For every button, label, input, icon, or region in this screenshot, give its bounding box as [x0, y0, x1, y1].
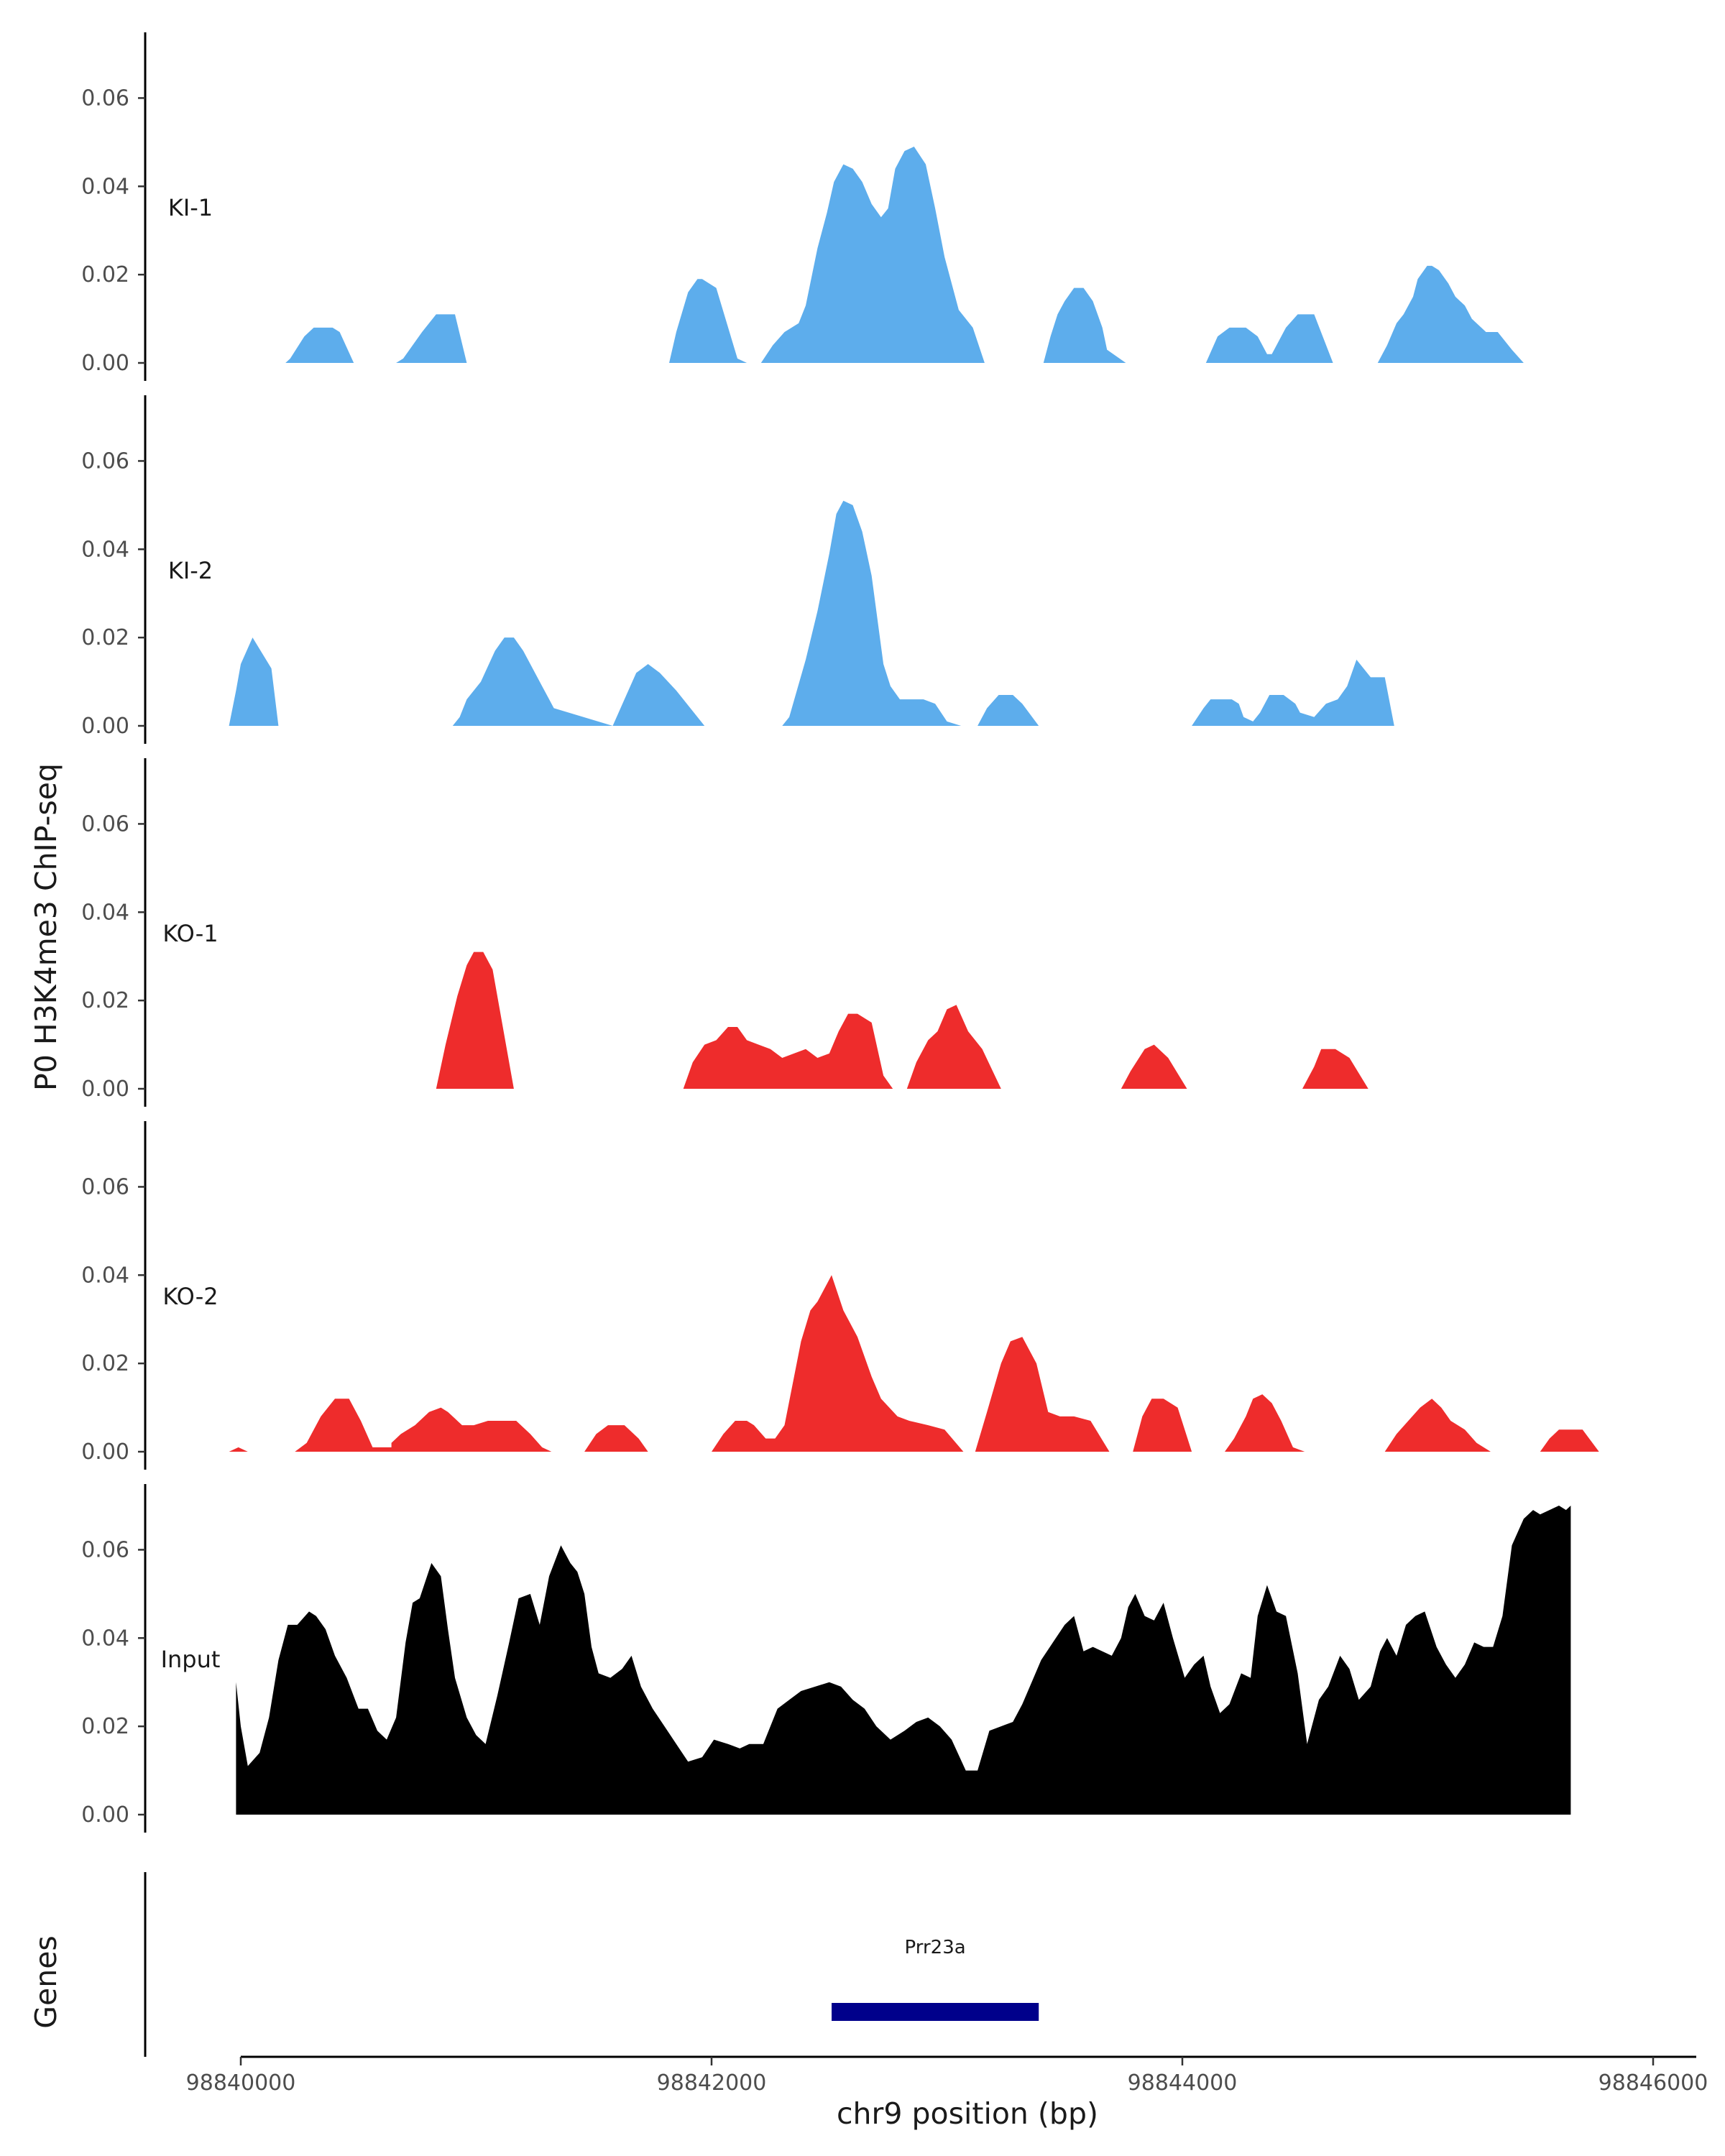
y-tick-label: 0.06: [81, 1537, 129, 1562]
y-tick-label: 0.02: [81, 1351, 129, 1376]
track-label: Input: [161, 1646, 221, 1673]
y-tick-label: 0.06: [81, 811, 129, 837]
track-panels: 0.00 0.02 0.04 0.06 KI-1 0.00 0.02 0.04 0.06 KI-2…: [81, 32, 1599, 1833]
y-tick-label: 0.06: [81, 1174, 129, 1199]
track-ko-1: 0.00 0.02 0.04 0.06 KO-1: [81, 758, 1368, 1107]
track-label: KI-1: [168, 194, 213, 221]
x-tick-label: 98840000: [186, 2070, 296, 2096]
track-label: KO-1: [162, 920, 218, 947]
track-label: KO-2: [162, 1283, 218, 1310]
gene-panel: Prr23a: [144, 1872, 1039, 2057]
x-axis-title: chr9 position (bp): [837, 2096, 1098, 2131]
y-axis-title: P0 H3K4me3 ChIP-seq: [29, 763, 63, 1091]
track-ko-2: 0.00 0.02 0.04 0.06 KO-2: [81, 1121, 1599, 1470]
y-tick-label: 0.00: [81, 351, 129, 376]
gene-body-prr23a: [832, 2003, 1039, 2021]
y-tick-label: 0.00: [81, 1077, 129, 1102]
y-tick-label: 0.06: [81, 448, 129, 474]
gene-label: Prr23a: [905, 1937, 966, 1958]
y-tick-label: 0.00: [81, 1439, 129, 1465]
y-tick-label: 0.04: [81, 1263, 129, 1288]
track-ki-2: 0.00 0.02 0.04 0.06 KI-2: [81, 395, 1394, 744]
track-area-ko-2: [229, 1275, 1599, 1452]
y-tick-label: 0.02: [81, 1714, 129, 1739]
y-tick-label: 0.04: [81, 900, 129, 925]
y-tick-label: 0.02: [81, 625, 129, 650]
y-tick-label: 0.02: [81, 988, 129, 1013]
y-tick-label: 0.00: [81, 714, 129, 739]
genes-axis-title: Genes: [29, 1935, 63, 2029]
y-tick-label: 0.04: [81, 174, 129, 199]
track-area-ki-2: [229, 500, 1394, 726]
y-tick-label: 0.00: [81, 1802, 129, 1828]
x-axis: 98840000 98842000 98844000 98846000: [186, 2055, 1708, 2096]
track-label: KI-2: [168, 557, 213, 584]
strand-arrow-icon: [831, 2004, 842, 2020]
y-tick-label: 0.04: [81, 537, 129, 562]
track-ki-1: 0.00 0.02 0.04 0.06 KI-1: [81, 32, 1524, 381]
track-area-input: [236, 1506, 1571, 1815]
x-tick-label: 98842000: [657, 2070, 767, 2096]
x-tick-label: 98844000: [1128, 2070, 1238, 2096]
track-area-ko-1: [436, 952, 1368, 1089]
y-tick-label: 0.02: [81, 262, 129, 287]
track-area-ki-1: [285, 147, 1524, 363]
y-tick-label: 0.06: [81, 86, 129, 111]
track-input: 0.00 0.02 0.04 0.06 Input: [81, 1484, 1571, 1833]
y-tick-label: 0.04: [81, 1626, 129, 1651]
x-tick-label: 98846000: [1598, 2070, 1708, 2096]
